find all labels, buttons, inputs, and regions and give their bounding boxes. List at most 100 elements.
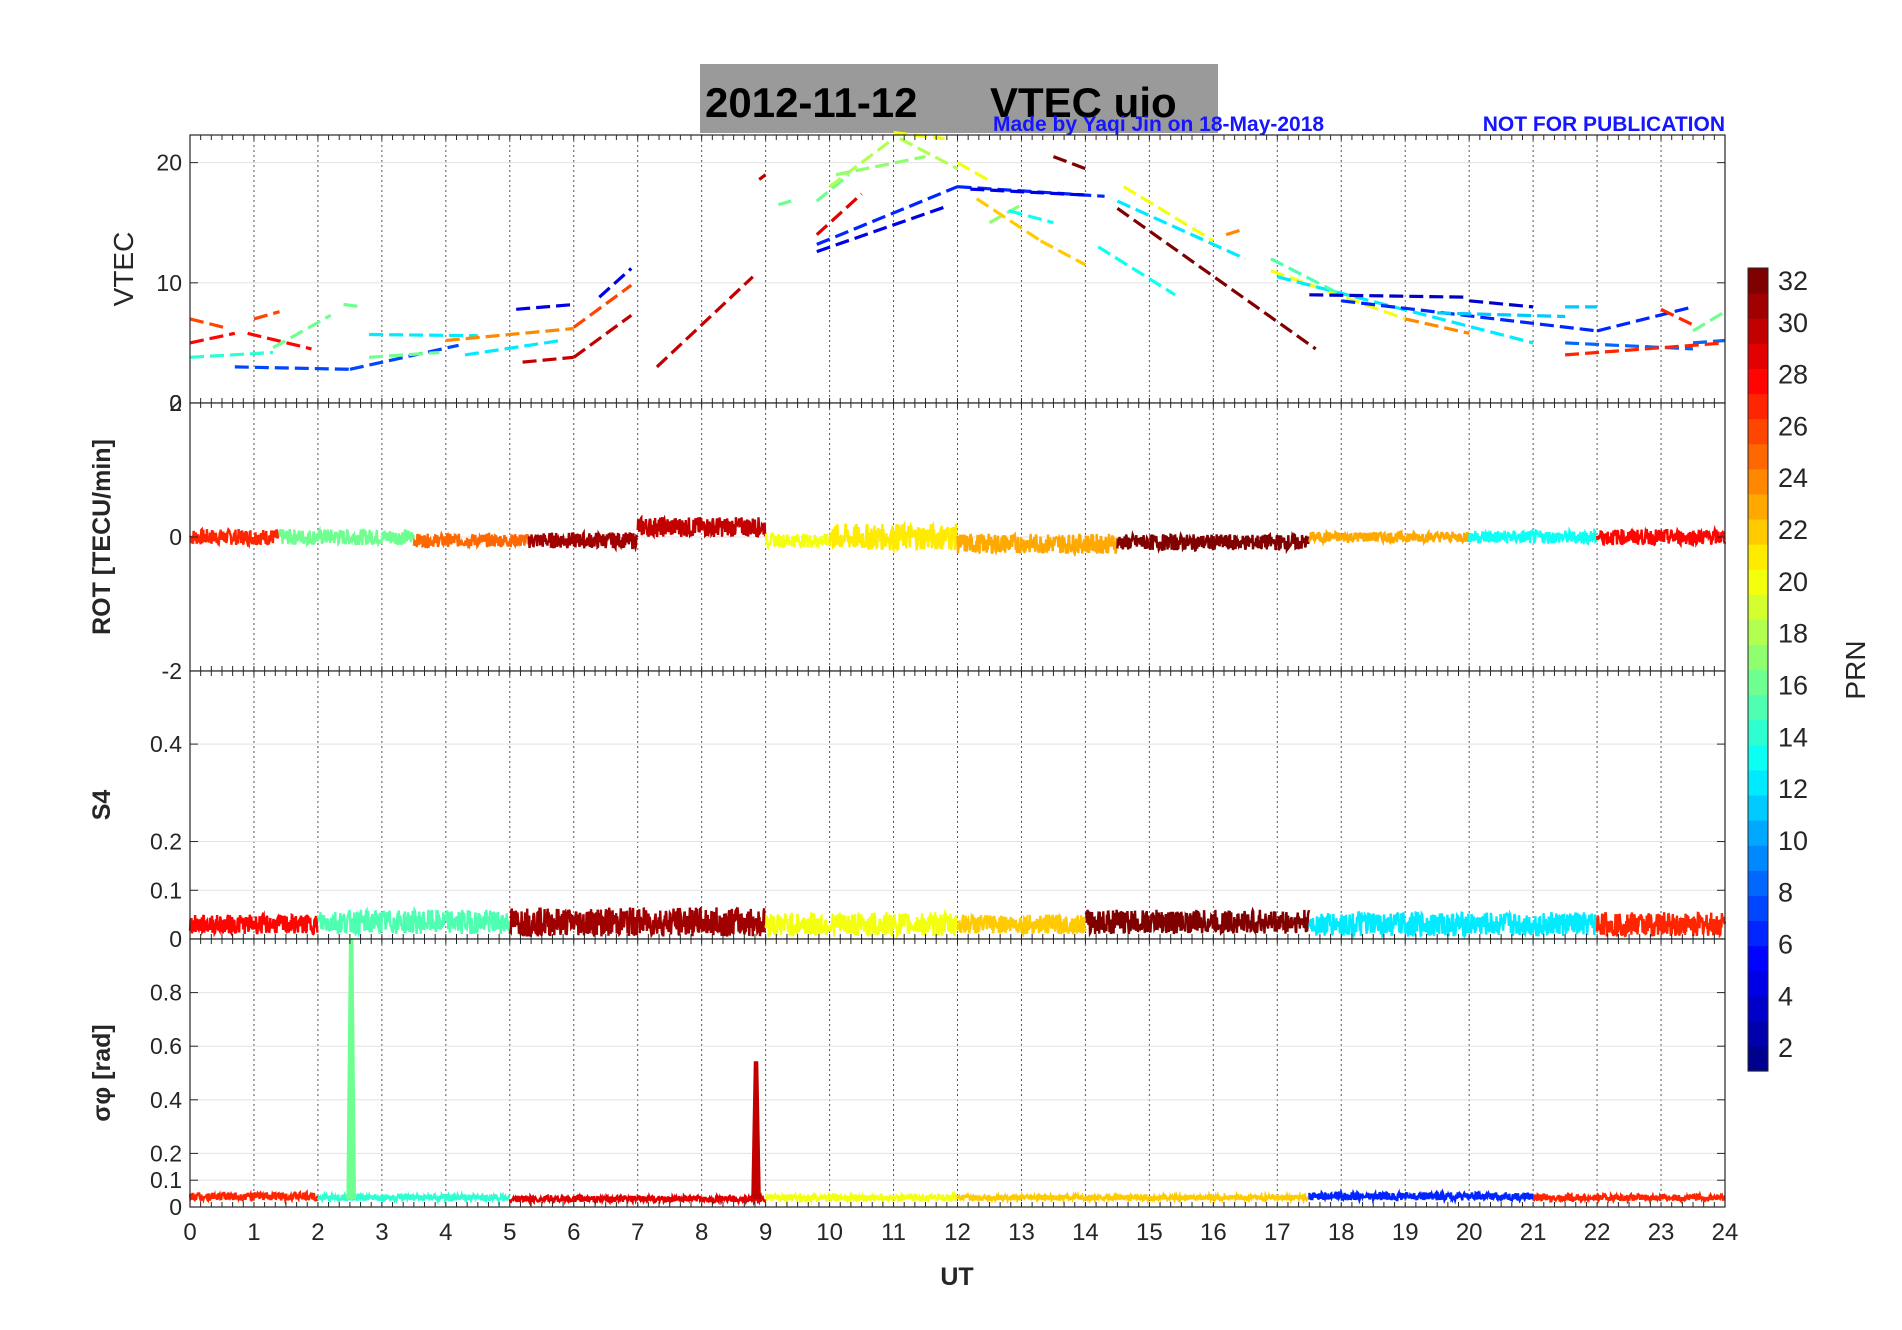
- vtec-series-prn-3: [1469, 299, 1534, 309]
- vtec-series-prn-30: [758, 173, 767, 181]
- vtec-series-prn-15: [1270, 257, 1343, 297]
- panel-rot-data: [188, 514, 1727, 558]
- rot-trace-prn-30: [636, 514, 767, 540]
- colorbar-cell: [1748, 518, 1768, 545]
- panel-s4-ylabel: S4: [88, 790, 116, 821]
- vtec-series-prn-24: [1404, 317, 1470, 335]
- panel-sigma: 00.10.2 0.4 0.6 0.8 σφ [rad]: [88, 938, 1726, 1220]
- vtec-series-prn-16: [343, 302, 363, 309]
- x-tick-label: 14: [1072, 1219, 1099, 1246]
- vtec-series-prn-28: [189, 331, 236, 345]
- vtec-series-prn-18: [899, 137, 959, 171]
- panel-vtec-ytick-label: 0: [169, 390, 182, 416]
- x-tick-label: 2: [311, 1219, 324, 1246]
- vtec-series-prn-16: [368, 350, 440, 359]
- x-tick-label: 9: [759, 1219, 772, 1246]
- x-tick-label: 11: [881, 1219, 906, 1246]
- vtec-series-prn-4: [516, 302, 574, 311]
- panel-vtec-ylabel: VTEC: [108, 232, 139, 307]
- panel-s4: 0 0.1 0.2 0.4 S4: [88, 670, 1727, 952]
- vtec-series-prn-6: [816, 185, 959, 246]
- vtec-series-prn-13: [1008, 209, 1054, 225]
- vtec-series-prn-20: [956, 161, 991, 183]
- panel-vtec-ytick-label: 20: [156, 150, 182, 176]
- x-tick-label: 12: [944, 1219, 971, 1246]
- x-tick-label: 13: [1008, 1219, 1035, 1246]
- vtec-series-prn-7: [349, 343, 459, 371]
- rot-trace-prn-28: [1595, 524, 1727, 549]
- x-tick-label: 20: [1456, 1219, 1483, 1246]
- vtec-series-prn-28: [247, 331, 312, 351]
- colorbar-tick-label: 28: [1778, 360, 1808, 390]
- panel-vtec: 0 10 20 VTEC: [108, 131, 1726, 416]
- colorbar-cell: [1748, 744, 1768, 771]
- vtec-series-prn-17: [835, 155, 926, 177]
- rot-trace-prn-31: [527, 528, 639, 553]
- colorbar-frame: [1747, 267, 1769, 1072]
- colorbar-cell: [1748, 368, 1768, 395]
- x-tick-label: 22: [1584, 1219, 1611, 1246]
- colorbar-cell: [1748, 544, 1768, 570]
- panel-rot-ytick-label: 0: [169, 524, 182, 550]
- panel-sigma-ytick-label: 0.8: [150, 980, 182, 1006]
- colorbar-tick-label: 12: [1778, 774, 1808, 804]
- colorbar-cell: [1748, 318, 1768, 344]
- panel-vtec-ytick-label: 10: [156, 270, 182, 296]
- vtec-series-prn-20: [1122, 185, 1215, 243]
- rot-trace-prn-32: [1116, 530, 1310, 555]
- title-name: VTEC uio: [990, 79, 1177, 126]
- colorbar-tick-label: 6: [1778, 929, 1793, 959]
- vtec-series-prn-24: [1225, 227, 1246, 237]
- colorbar-tick-label: 2: [1778, 1033, 1793, 1063]
- colorbar-tick-label: 16: [1778, 670, 1808, 700]
- colorbar-cell: [1748, 669, 1768, 696]
- vtec-series-prn-26: [253, 310, 280, 321]
- vtec-series-prn-30: [655, 275, 754, 369]
- sigma-trace-prn-6: [1308, 1188, 1535, 1205]
- vtec-series-prn-32: [1116, 206, 1317, 351]
- vtec-series-prn-14: [189, 350, 274, 359]
- vtec-series-prn-4: [816, 205, 946, 254]
- colorbar-cell: [1748, 1045, 1768, 1072]
- colorbar-cell: [1748, 619, 1768, 646]
- colorbar-tick-label: 4: [1778, 981, 1793, 1011]
- colorbar-cell: [1748, 995, 1768, 1022]
- rot-trace-prn-16: [278, 525, 415, 548]
- colorbar-cell: [1748, 293, 1768, 319]
- x-tick-label: 8: [695, 1219, 708, 1246]
- title-block: 2012-11-12 VTEC uio: [700, 64, 1218, 133]
- x-tick-label: 7: [631, 1219, 644, 1246]
- vtec-series-prn-26: [189, 317, 229, 331]
- panel-s4-ytick-label: 0: [169, 926, 182, 952]
- vtec-series-prn-16: [1692, 310, 1726, 333]
- rot-trace-prn-23: [956, 531, 1119, 558]
- vtec-series-prn-29: [815, 192, 863, 236]
- vtec-series-prn-16: [815, 173, 850, 203]
- s4-trace-prn-31: [508, 906, 767, 939]
- colorbar-cell: [1748, 769, 1768, 796]
- colorbar-tick-label: 32: [1778, 266, 1808, 296]
- colorbar-cell: [1748, 870, 1768, 896]
- colorbar-cell: [1748, 343, 1768, 369]
- vtec-series-prn-16: [777, 199, 792, 207]
- panel-s4-ytick-label: 0.2: [150, 829, 182, 855]
- s4-trace-prn-12: [1308, 909, 1598, 940]
- colorbar-tick-label: 18: [1778, 619, 1808, 649]
- s4-trace-prn-20: [764, 908, 959, 940]
- vtec-series-prn-30: [572, 314, 633, 359]
- sigma-spike-prn-30: [751, 1061, 761, 1199]
- panel-sigma-ytick-label: 0.4: [150, 1087, 182, 1113]
- vtec-series-prn-26: [572, 283, 633, 329]
- x-axis-label: UT: [940, 1263, 973, 1291]
- colorbar-cell: [1748, 895, 1768, 922]
- colorbar-cell: [1748, 268, 1768, 294]
- colorbar-tick-label: 22: [1778, 515, 1808, 545]
- vtec-series-prn-13: [1097, 245, 1176, 297]
- panel-sigma-ylabel: σφ [rad]: [88, 1024, 116, 1122]
- colorbar-tick-label: 8: [1778, 878, 1793, 908]
- x-tick-label: 15: [1136, 1219, 1163, 1246]
- s4-trace-prn-32: [1084, 906, 1311, 938]
